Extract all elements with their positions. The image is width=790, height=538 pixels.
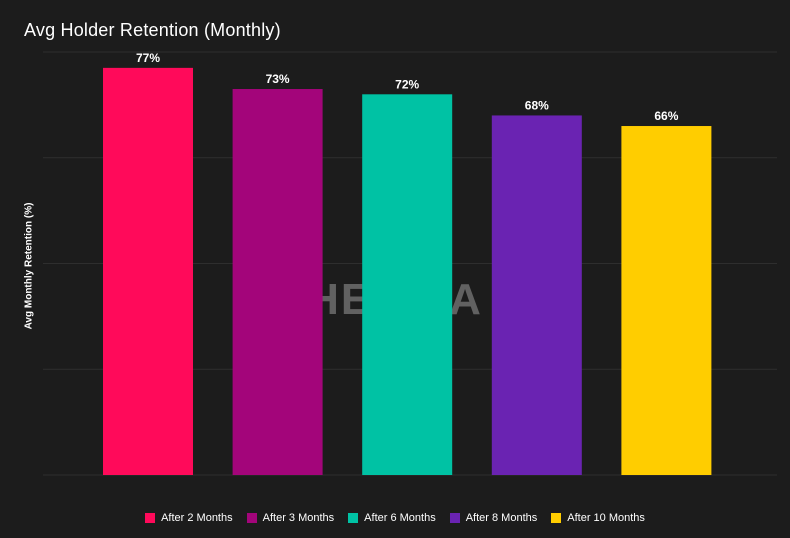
- bar-3[interactable]: [362, 94, 453, 476]
- legend-swatch: [348, 513, 359, 523]
- legend-label: After 8 Months: [465, 512, 538, 524]
- bar-value-label: 66%: [654, 109, 678, 123]
- legend-label: After 2 Months: [161, 512, 233, 524]
- legend-item[interactable]: After 10 Months: [551, 512, 645, 524]
- y-axis-label: Avg Monthly Retention (%): [23, 202, 35, 330]
- bar-value-label: 77%: [136, 51, 160, 65]
- chart-title: Avg Holder Retention (Monthly): [24, 20, 281, 40]
- bar-value-label: 68%: [525, 98, 549, 112]
- legend-item[interactable]: After 3 Months: [246, 512, 335, 524]
- legend-swatch: [145, 513, 156, 523]
- legend-item[interactable]: After 8 Months: [449, 512, 538, 524]
- legend-swatch: [449, 513, 460, 523]
- bar-1[interactable]: [103, 67, 193, 476]
- legend-label: After 3 Months: [262, 512, 335, 524]
- legend: After 2 Months After 3 Months After 6 Mont…: [0, 512, 790, 524]
- bar-2[interactable]: [232, 89, 323, 475]
- bar-5[interactable]: [621, 126, 712, 476]
- legend-swatch: [551, 513, 562, 523]
- legend-item[interactable]: After 6 Months: [348, 512, 436, 524]
- legend-item[interactable]: After 2 Months: [145, 512, 233, 524]
- bar-value-label: 72%: [395, 77, 419, 91]
- legend-swatch: [246, 513, 257, 523]
- bar-value-label: 73%: [266, 72, 290, 86]
- legend-label: After 10 Months: [567, 512, 645, 524]
- bar-4[interactable]: [491, 115, 582, 475]
- legend-label: After 6 Months: [364, 512, 436, 524]
